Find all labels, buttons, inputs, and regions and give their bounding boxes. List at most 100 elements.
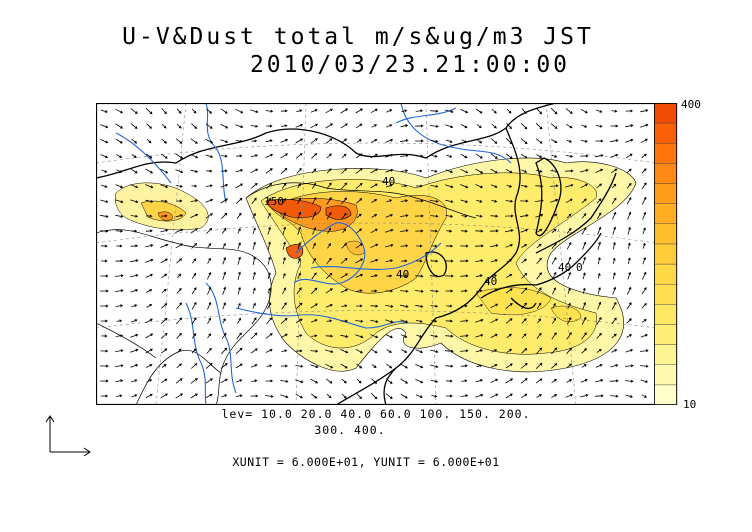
wind-arrow — [325, 138, 333, 144]
wind-arrow — [251, 379, 258, 383]
wind-arrow — [580, 379, 588, 383]
wind-arrow — [641, 182, 647, 190]
wind-arrow — [160, 243, 169, 248]
wind-arrow — [161, 123, 167, 129]
wind-arrow — [505, 214, 514, 218]
wind-arrow — [535, 213, 544, 218]
wind-arrow — [596, 332, 602, 339]
wind-arrow — [475, 184, 484, 189]
colorbar-box — [654, 263, 678, 285]
wind-arrow — [99, 364, 109, 368]
wind-arrow — [295, 379, 304, 384]
wind-arrow — [341, 212, 347, 219]
wind-arrow — [191, 348, 197, 354]
wind-arrow — [385, 184, 393, 188]
wind-arrow — [251, 317, 257, 325]
contour-label: 40 — [558, 261, 571, 274]
wind-arrow — [281, 182, 287, 189]
wind-arrow — [385, 138, 394, 143]
wind-arrow — [190, 138, 198, 144]
wind-arrow — [521, 318, 527, 324]
wind-arrow — [100, 244, 108, 248]
wind-arrow — [625, 379, 634, 383]
wind-arrow — [565, 169, 574, 173]
colorbar-box — [654, 203, 678, 224]
wind-arrow — [430, 304, 439, 308]
wind-arrow — [370, 393, 378, 400]
dust-shading — [115, 157, 637, 373]
wind-arrow — [325, 288, 333, 294]
wind-arrow — [506, 184, 513, 188]
wind-arrow — [130, 168, 138, 174]
wind-arrow — [505, 138, 513, 145]
wind-arrow — [400, 378, 409, 384]
wind-arrow — [415, 304, 424, 308]
wind-arrow — [370, 183, 378, 189]
wind-arrow — [610, 394, 619, 398]
wind-arrow — [596, 316, 602, 325]
wind-arrow — [267, 287, 271, 294]
wind-arrow — [146, 123, 152, 129]
wind-arrow — [160, 317, 168, 324]
wind-arrow — [520, 153, 528, 159]
wind-arrow — [310, 319, 318, 323]
wind-arrow — [565, 198, 573, 204]
wind-arrow — [535, 184, 544, 188]
wind-arrow — [490, 138, 498, 144]
wind-arrow — [370, 258, 379, 263]
wind-arrow — [476, 214, 483, 218]
wind-arrow — [551, 139, 558, 143]
wind-arrow — [236, 379, 243, 383]
wind-arrow — [235, 124, 244, 129]
wind-arrow — [252, 287, 256, 294]
wind-arrow — [520, 184, 528, 188]
wind-arrow — [207, 301, 212, 310]
wind-arrow — [326, 212, 332, 220]
wind-arrow — [610, 168, 618, 174]
wind-arrow — [596, 109, 603, 113]
wind-arrow — [581, 198, 587, 204]
wind-arrow — [567, 287, 571, 294]
wind-arrow — [445, 214, 454, 218]
wind-arrow — [340, 363, 348, 369]
wind-arrow — [280, 138, 289, 143]
wind-arrow — [341, 304, 348, 308]
wind-arrow — [445, 334, 454, 338]
wind-arrow — [310, 123, 319, 129]
wind-arrow — [115, 364, 124, 368]
wind-arrow — [191, 242, 198, 249]
wind-arrow — [236, 154, 243, 158]
wind-arrow — [280, 394, 289, 399]
wind-arrow — [131, 379, 138, 383]
wind-arrow — [476, 124, 482, 129]
wind-arrow — [221, 227, 227, 234]
contour-label: 40 — [484, 275, 497, 288]
wind-arrow — [581, 316, 587, 325]
wind-arrow — [310, 303, 318, 309]
wind-arrow — [326, 257, 332, 264]
wind-arrow — [160, 229, 169, 233]
wind-arrow — [145, 273, 153, 278]
wind-arrow — [445, 319, 453, 323]
wind-arrow — [430, 214, 439, 218]
wind-arrow — [190, 169, 199, 173]
wind-arrow — [191, 362, 198, 369]
wind-arrow — [490, 303, 499, 309]
wind-arrow — [536, 287, 542, 295]
wind-arrow — [190, 228, 198, 234]
wind-arrow — [536, 347, 543, 355]
wind-arrow — [176, 258, 183, 264]
wind-arrow — [385, 334, 393, 339]
wind-arrow — [370, 243, 379, 249]
wind-arrow — [160, 184, 169, 188]
wind-arrow — [341, 153, 347, 159]
wind-arrow — [520, 393, 528, 399]
wind-arrow — [430, 334, 439, 338]
wind-arrow — [206, 227, 213, 234]
wind-arrow — [116, 154, 123, 158]
colorbar-box — [654, 103, 678, 124]
wind-arrow — [250, 109, 259, 114]
wind-arrow — [445, 124, 454, 129]
wind-arrow — [297, 241, 301, 250]
wind-arrow — [130, 363, 139, 368]
